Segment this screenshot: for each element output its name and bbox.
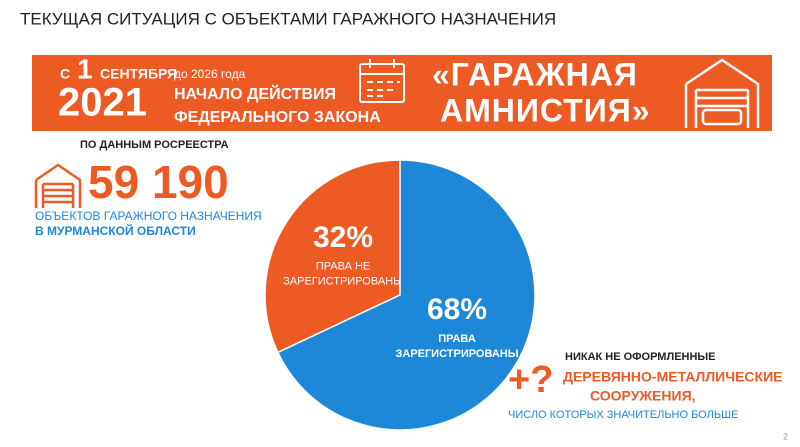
- banner-year: 2021: [58, 81, 147, 125]
- note-icon: +?: [508, 359, 553, 401]
- slice-label: ЗАРЕГИСТРИРОВАНЫ: [395, 348, 518, 360]
- count-caption: ОБЪЕКТОВ ГАРАЖНОГО НАЗНАЧЕНИЯ: [35, 209, 262, 223]
- banner-day: 1: [77, 53, 93, 84]
- calendar-icon: [359, 59, 405, 103]
- pie-chart: 32% ПРАВА НЕ ЗАРЕГИСТРИРОВАНЫ 68% ПРАВА ЗАРЕГ…: [264, 159, 536, 431]
- note-text: НИКАК НЕ ОФОРМЛЕННЫЕ: [565, 351, 716, 363]
- count-caption: В МУРМАНСКОЙ ОБЛАСТИ: [35, 223, 196, 238]
- slice-value: 32%: [313, 221, 373, 254]
- banner-law: НАЧАЛО ДЕЙСТВИЯ: [174, 84, 336, 103]
- note-text: СООРУЖЕНИЯ,: [590, 388, 696, 404]
- banner-until: до 2026 года: [174, 67, 246, 81]
- slice-value: 68%: [427, 293, 487, 326]
- pie-slice: [276, 159, 536, 431]
- count: 59 190: [88, 156, 229, 208]
- banner: [32, 55, 772, 131]
- garage-small-icon: [34, 163, 82, 208]
- note-text: ДЕРЕВЯННО-МЕТАЛЛИЧЕСКИЕ: [563, 369, 782, 385]
- page-number: 2: [783, 431, 788, 441]
- banner-law: ФЕДЕРАЛЬНОГО ЗАКОНА: [174, 109, 381, 126]
- slice-label: ПРАВА НЕ: [316, 261, 371, 273]
- pie-slice: [264, 159, 401, 354]
- garage-icon: [684, 58, 760, 128]
- source: ПО ДАННЫМ РОСРЕЕСТРА: [80, 139, 229, 151]
- banner-prefix: С: [60, 66, 70, 82]
- slide-title: ТЕКУЩАЯ СИТУАЦИЯ С ОБЪЕКТАМИ ГАРАЖНОГО Н…: [20, 9, 556, 28]
- banner-month: СЕНТЯБРЯ: [100, 66, 177, 82]
- note-text: ЧИСЛО КОТОРЫХ ЗНАЧИТЕЛЬНО БОЛЬШЕ: [508, 409, 738, 421]
- amnesty: «ГАРАЖНАЯ: [432, 56, 638, 92]
- amnesty: АМНИСТИЯ»: [440, 92, 651, 128]
- slice-label: ПРАВА: [438, 333, 476, 345]
- slice-label: ЗАРЕГИСТРИРОВАНЫ: [283, 276, 403, 288]
